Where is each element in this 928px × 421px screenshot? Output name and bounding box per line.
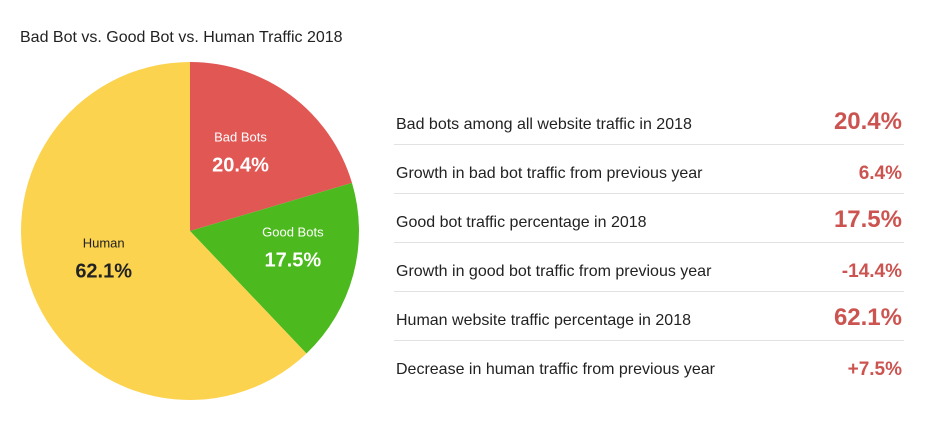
pie-label-value: 17.5% [265,249,322,271]
pie-slice-human [20,62,307,401]
stat-label: Human website traffic percentage in 2018 [396,312,691,329]
stat-row-good-bots-growth: Growth in good bot traffic from previous… [394,243,904,292]
stat-value: 20.4% [833,108,902,135]
stat-label: Bad bots among all website traffic in 20… [396,116,692,133]
stat-value: -14.4% [841,261,902,282]
stats-list: Bad bots among all website traffic in 20… [394,96,904,389]
chart-title: Bad Bot vs. Good Bot vs. Human Traffic 2… [20,29,343,46]
stat-row-bad-bots-growth: Growth in bad bot traffic from previous … [394,145,904,194]
pie-label-name: Human [83,235,125,250]
stat-value: 17.5% [833,206,902,233]
pie-label-name: Bad Bots [214,129,267,144]
stat-row-good-bots-share: Good bot traffic percentage in 2018 17.5… [394,194,904,243]
stat-value: 62.1% [833,304,902,331]
pie-label-name: Good Bots [262,224,324,239]
pie-label-value: 62.1% [75,260,132,282]
stat-label: Growth in bad bot traffic from previous … [396,165,703,182]
stat-row-human-share: Human website traffic percentage in 2018… [394,292,904,341]
stat-label: Decrease in human traffic from previous … [396,361,715,378]
stat-value: 6.4% [858,163,902,184]
stat-row-bad-bots-share: Bad bots among all website traffic in 20… [394,96,904,145]
stat-row-human-change: Decrease in human traffic from previous … [394,341,904,389]
stat-label: Growth in good bot traffic from previous… [396,263,712,280]
pie-label-value: 20.4% [212,154,269,176]
pie-slice-good-bots [190,182,359,354]
stat-label: Good bot traffic percentage in 2018 [396,214,647,231]
pie-slice-bad-bots [190,62,352,231]
stat-value: +7.5% [847,359,902,380]
